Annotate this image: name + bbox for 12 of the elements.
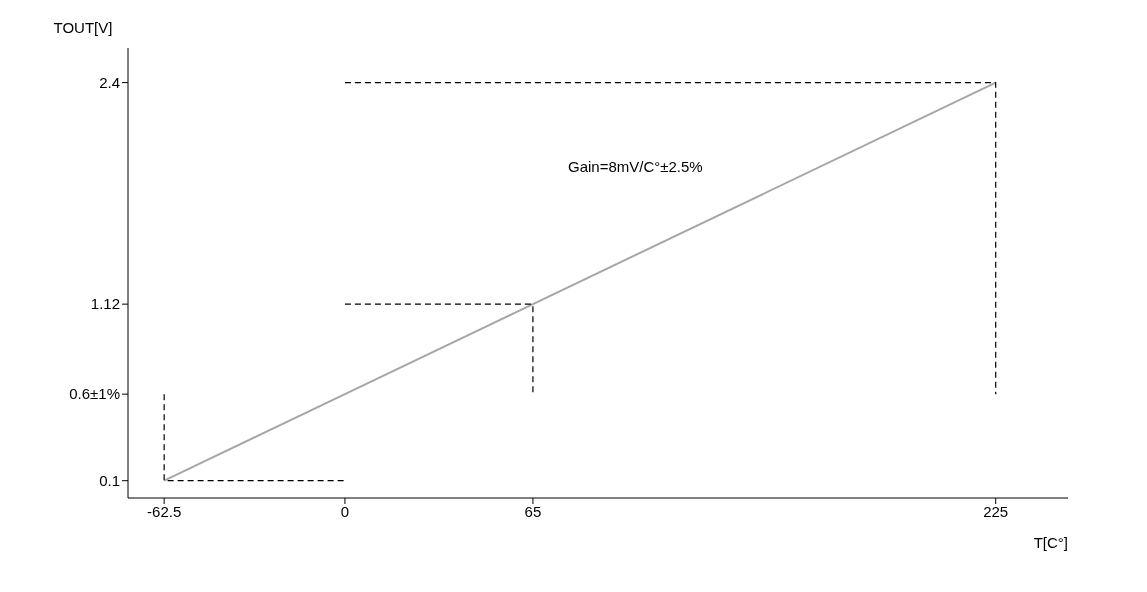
- x-axis-title: T[C°]: [1033, 534, 1068, 551]
- y-tick-label: 1.12: [90, 295, 120, 313]
- y-tick-label: 2.4: [99, 73, 120, 91]
- annotation: Gain=8mV/C°±2.5%: [568, 158, 703, 175]
- x-tick-label: -62.5: [147, 502, 182, 520]
- y-tick-label: 0.1: [99, 472, 120, 490]
- y-tick-label: 0.6±1%: [69, 385, 120, 403]
- x-tick-label: 225: [983, 502, 1009, 520]
- x-tick-label: 0: [340, 502, 350, 520]
- x-tick-label: 65: [524, 502, 542, 520]
- y-axis-title: TOUT[V]: [53, 19, 113, 36]
- line-series: [163, 81, 997, 482]
